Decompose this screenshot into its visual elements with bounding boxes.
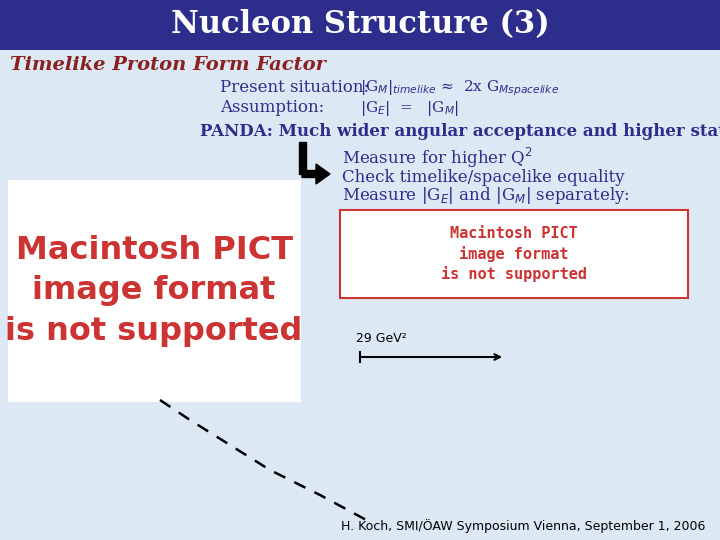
Bar [0, 0, 720, 50]
Text: Check timelike/spacelike equality: Check timelike/spacelike equality [342, 168, 625, 186]
Text: Assumption:: Assumption: [220, 99, 324, 117]
Text: Macintosh PICT
image format
is not supported: Macintosh PICT image format is not suppo… [441, 226, 587, 282]
Bar [340, 210, 688, 298]
Text: Macintosh PICT
image format
is not supported: Macintosh PICT image format is not suppo… [5, 235, 302, 347]
Text: |G$_{E}$|  =   |G$_{M}$|: |G$_{E}$| = |G$_{M}$| [360, 98, 459, 118]
Text: Nucleon Structure (3): Nucleon Structure (3) [171, 10, 549, 40]
Text: H. Koch, SMI/ÖAW Symposium Vienna, September 1, 2006: H. Koch, SMI/ÖAW Symposium Vienna, Septe… [341, 519, 705, 533]
Text: Measure for higher Q$^{2}$: Measure for higher Q$^{2}$ [342, 146, 533, 170]
Text: Present situation:: Present situation: [220, 79, 369, 97]
Text: Measure |G$_{E}$| and |G$_{M}$| separately:: Measure |G$_{E}$| and |G$_{M}$| separate… [342, 186, 630, 206]
Text: |G$_{M}$|$_{timelike}$ ≈  2x G$_{M spacelike}$: |G$_{M}$|$_{timelike}$ ≈ 2x G$_{M spacel… [360, 78, 559, 98]
Text: 29 GeV²: 29 GeV² [356, 332, 407, 345]
FancyArrow shape [302, 164, 330, 184]
Text: PANDA: Much wider angular acceptance and higher statistics: PANDA: Much wider angular acceptance and… [200, 124, 720, 140]
Bar [8, 180, 301, 402]
FancyArrow shape [299, 142, 305, 174]
Text: Timelike Proton Form Factor: Timelike Proton Form Factor [10, 56, 326, 74]
